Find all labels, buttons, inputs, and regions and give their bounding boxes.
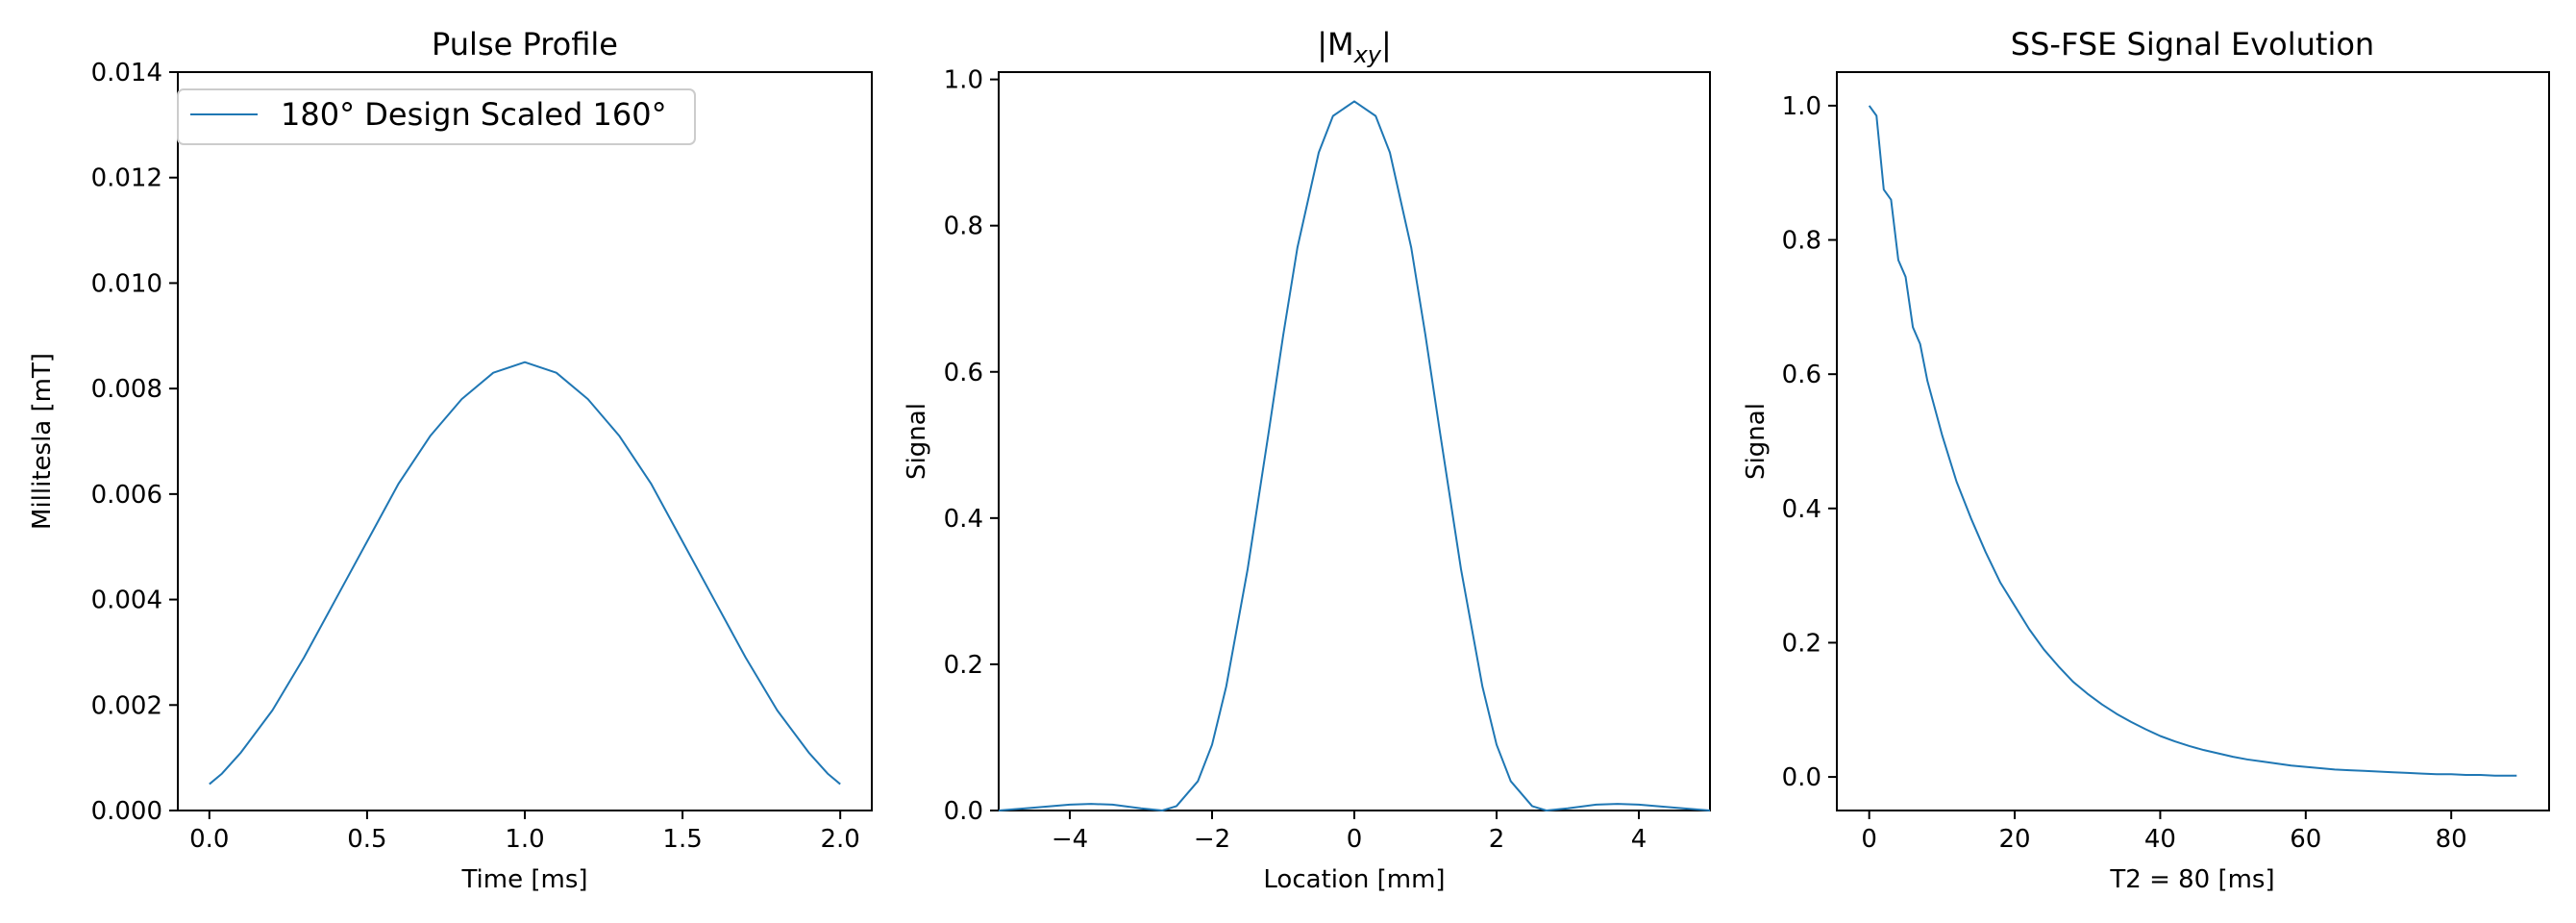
y-tick-label: 0.0: [944, 797, 983, 826]
x-tick-label: 2: [1489, 825, 1505, 854]
x-tick-label: 0.0: [189, 825, 229, 854]
x-ticks: 0 20 40 60 80: [1861, 811, 2467, 854]
y-tick-label: 0.2: [944, 651, 983, 680]
y-ticks: 0.000 0.002 0.004 0.006 0.008 0.010 0.012 0.014: [91, 59, 178, 826]
y-tick-label: 0.4: [944, 505, 983, 534]
x-tick-label: 0: [1347, 825, 1363, 854]
panel-pulse-profile: Pulse Profile Time [ms] Millitesla [mT] …: [28, 26, 873, 894]
y-tick-label: 0.014: [91, 59, 162, 87]
series-line: [998, 100, 1711, 811]
y-tick-label: 0.6: [944, 359, 983, 387]
series-lines: [998, 100, 1711, 811]
x-tick-label: −2: [1194, 825, 1230, 854]
x-tick-label: 60: [2290, 825, 2321, 854]
y-tick-label: 0.4: [1782, 495, 1821, 524]
title-part: |M: [1317, 26, 1353, 62]
y-tick-label: 0.002: [91, 691, 162, 720]
legend-label: 180° Design Scaled 160°: [281, 96, 667, 133]
y-axis-label: Millitesla [mT]: [28, 353, 57, 530]
y-tick-label: 0.006: [91, 481, 162, 510]
x-ticks: −4 −2 0 2 4: [1052, 811, 1647, 854]
y-tick-label: 0.008: [91, 375, 162, 404]
y-tick-label: 0.8: [944, 212, 983, 241]
y-tick-label: 0.010: [91, 269, 162, 298]
y-tick-label: 0.012: [91, 164, 162, 193]
y-tick-label: 0.2: [1782, 629, 1821, 658]
y-tick-label: 1.0: [944, 66, 983, 95]
series-lines: [209, 361, 841, 786]
x-axis-label: Time [ms]: [460, 865, 587, 894]
x-tick-label: 1.0: [505, 825, 544, 854]
x-tick-label: 20: [1999, 825, 2031, 854]
chart-title: SS-FSE Signal Evolution: [2011, 26, 2374, 62]
x-tick-label: 1.5: [662, 825, 702, 854]
x-axis-label: Location [mm]: [1263, 865, 1445, 894]
plot-frame: [1836, 71, 2550, 811]
title-subscript: xy: [1353, 41, 1382, 68]
series-line: [209, 361, 841, 786]
y-axis-label: Signal: [903, 403, 931, 480]
x-tick-label: 0: [1861, 825, 1877, 854]
series-lines: [1868, 105, 2517, 777]
x-tick-label: 40: [2144, 825, 2176, 854]
x-ticks: 0.0 0.5 1.0 1.5 2.0: [189, 811, 860, 854]
x-tick-label: 2.0: [821, 825, 860, 854]
panel-mxy: |Mxy| Location [mm] Signal −4 −2 0 2 4 0.00.…: [903, 26, 1711, 894]
y-tick-label: 1.0: [1782, 92, 1821, 121]
legend: 180° Design Scaled 160°: [177, 88, 696, 145]
y-tick-label: 0.000: [91, 797, 162, 826]
x-tick-label: 0.5: [347, 825, 386, 854]
y-tick-label: 0.6: [1782, 361, 1821, 389]
panel-ssfse-signal: SS-FSE Signal Evolution T2 = 80 [ms] Sig…: [1742, 26, 2550, 894]
y-tick-label: 0.8: [1782, 227, 1821, 256]
chart-title: Pulse Profile: [432, 26, 618, 62]
x-tick-label: 80: [2436, 825, 2467, 854]
x-tick-label: −4: [1052, 825, 1088, 854]
legend-box: [177, 88, 696, 145]
y-axis-label: Signal: [1742, 403, 1771, 480]
title-end: |: [1381, 26, 1392, 62]
y-ticks: 0.0 0.2 0.4 0.6 0.8 1.0: [1782, 92, 1837, 792]
x-axis-label: T2 = 80 [ms]: [2109, 865, 2274, 894]
y-tick-label: 0.0: [1782, 763, 1821, 792]
x-tick-label: 4: [1631, 825, 1647, 854]
chart-title: |Mxy|: [1317, 26, 1392, 68]
series-line: [1868, 105, 2517, 777]
y-ticks: 0.0 0.2 0.4 0.6 0.8 1.0: [944, 66, 999, 826]
y-tick-label: 0.004: [91, 586, 162, 615]
